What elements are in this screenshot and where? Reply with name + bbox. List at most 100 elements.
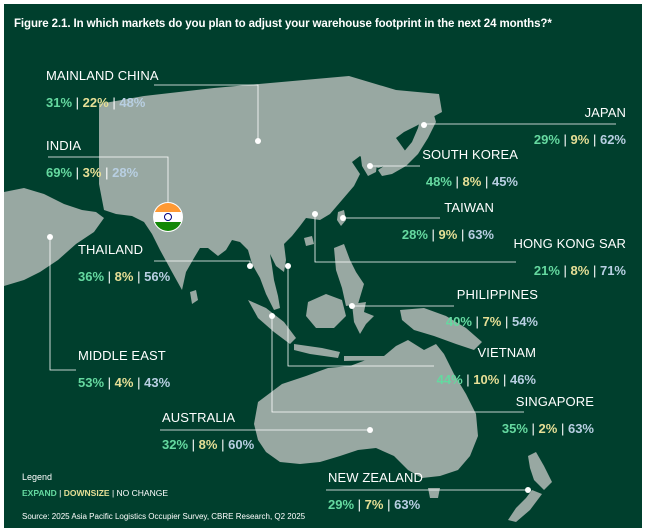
expand-value: 35% <box>501 421 528 436</box>
region-stats: 69% | 3% | 28% <box>46 165 139 180</box>
region-name: MIDDLE EAST <box>78 348 166 363</box>
region-stats: 53% | 4% | 43% <box>78 375 171 390</box>
region-stats: 36% | 8% | 56% <box>78 269 171 284</box>
downsize-value: 9% <box>438 227 458 242</box>
legend-expand: EXPAND <box>22 488 57 498</box>
asia-pacific-map <box>4 76 616 522</box>
land-new-guinea <box>400 308 482 350</box>
downsize-value: 7% <box>364 497 384 512</box>
marker-australia <box>367 427 373 433</box>
land-philippines <box>334 244 364 306</box>
region-stats: 31% | 22% | 48% <box>46 95 146 110</box>
region-australia: AUSTRALIA 32% | 8% | 60% <box>162 410 254 452</box>
no-change-value: 63% <box>394 497 421 512</box>
region-stats: 21% | 8% | 71% <box>533 263 626 278</box>
region-thailand: THAILAND 36% | 8% | 56% <box>78 242 170 284</box>
region-mainland-china: MAINLAND CHINA 31% | 22% | 48% <box>46 68 159 110</box>
marker-vietnam <box>285 263 291 269</box>
leader-vietnam <box>287 266 434 367</box>
region-name: MAINLAND CHINA <box>46 68 159 83</box>
expand-value: 29% <box>533 132 560 147</box>
region-vietnam: VIETNAM 44% | 10% | 46% <box>437 345 536 387</box>
land-korea <box>360 144 378 176</box>
downsize-value: 8% <box>462 174 482 189</box>
region-middle-east: MIDDLE EAST 53% | 4% | 43% <box>78 348 170 390</box>
downsize-value: 4% <box>114 375 134 390</box>
no-change-value: 63% <box>567 421 594 436</box>
downsize-value: 10% <box>473 372 500 387</box>
region-name: TAIWAN <box>444 200 494 215</box>
expand-value: 69% <box>46 165 73 180</box>
marker-singapore <box>269 313 275 319</box>
marker-hong-kong <box>312 211 318 217</box>
region-stats: 29% | 7% | 63% <box>328 497 421 512</box>
land-australia <box>254 340 478 478</box>
marker-philippines <box>349 303 355 309</box>
no-change-value: 62% <box>599 132 626 147</box>
region-name: PHILIPPINES <box>456 287 538 302</box>
marker-new-zealand <box>525 487 531 493</box>
downsize-value: 7% <box>482 314 502 329</box>
land-tasmania <box>428 488 440 498</box>
region-japan: JAPAN 29% | 9% | 62% <box>534 105 626 147</box>
figure-panel: Figure 2.1. In which markets do you plan… <box>4 4 642 528</box>
leader-singapore <box>271 316 524 413</box>
legend-downsize: DOWNSIZE <box>63 488 110 498</box>
no-change-value: 43% <box>144 375 171 390</box>
region-stats: 32% | 8% | 60% <box>162 437 255 452</box>
marker-thailand <box>247 263 253 269</box>
marker-south-korea <box>367 163 373 169</box>
land-middle-east <box>4 188 104 286</box>
expand-value: 53% <box>78 375 105 390</box>
downsize-value: 8% <box>570 263 590 278</box>
expand-value: 29% <box>328 497 355 512</box>
land-java <box>294 344 340 358</box>
expand-value: 21% <box>533 263 560 278</box>
region-name: THAILAND <box>78 242 144 257</box>
region-name: SINGAPORE <box>515 394 594 409</box>
no-change-value: 48% <box>119 95 146 110</box>
no-change-value: 71% <box>599 263 626 278</box>
region-stats: 44% | 10% | 46% <box>436 372 536 387</box>
leader-middle-east <box>49 237 76 371</box>
no-change-value: 54% <box>511 314 538 329</box>
land-sri-lanka <box>190 290 198 304</box>
region-stats: 28% | 9% | 63% <box>401 227 494 242</box>
marker-taiwan <box>340 215 346 221</box>
land-sulawesi <box>352 302 374 334</box>
leader-mainland-china <box>154 84 259 140</box>
region-singapore: SINGAPORE 35% | 2% | 63% <box>502 394 594 436</box>
no-change-value: 60% <box>228 437 255 452</box>
legend-title: Legend <box>22 472 53 482</box>
expand-value: 28% <box>401 227 428 242</box>
downsize-value: 3% <box>82 165 102 180</box>
no-change-value: 46% <box>509 372 536 387</box>
region-name: AUSTRALIA <box>162 410 236 425</box>
leader-lines <box>48 84 616 491</box>
region-south-korea: SOUTH KOREA 48% | 8% | 45% <box>422 147 518 189</box>
region-name: NEW ZEALAND <box>328 470 424 485</box>
region-name: SOUTH KOREA <box>422 147 518 162</box>
region-name: HONG KONG SAR <box>513 236 626 251</box>
legend-no-change: NO CHANGE <box>116 488 169 498</box>
expand-value: 31% <box>46 95 73 110</box>
expand-value: 40% <box>445 314 472 329</box>
figure-title: Figure 2.1. In which markets do you plan… <box>14 18 552 30</box>
land-new-zealand-north <box>528 452 552 490</box>
region-name: JAPAN <box>584 105 626 120</box>
landmass <box>4 76 552 522</box>
downsize-value: 22% <box>82 95 109 110</box>
marker-japan <box>421 122 427 128</box>
no-change-value: 63% <box>467 227 494 242</box>
region-stats: 29% | 9% | 62% <box>533 132 626 147</box>
marker-middle-east <box>47 234 53 240</box>
expand-value: 32% <box>162 437 189 452</box>
leader-india <box>48 156 169 210</box>
location-markers <box>47 122 531 493</box>
land-borneo <box>306 294 346 328</box>
no-change-value: 28% <box>112 165 139 180</box>
leader-hong-kong <box>314 214 516 263</box>
marker-mainland-china <box>255 138 261 144</box>
source-note: Source: 2025 Asia Pacific Logistics Occu… <box>22 512 306 521</box>
expand-value: 44% <box>436 372 463 387</box>
